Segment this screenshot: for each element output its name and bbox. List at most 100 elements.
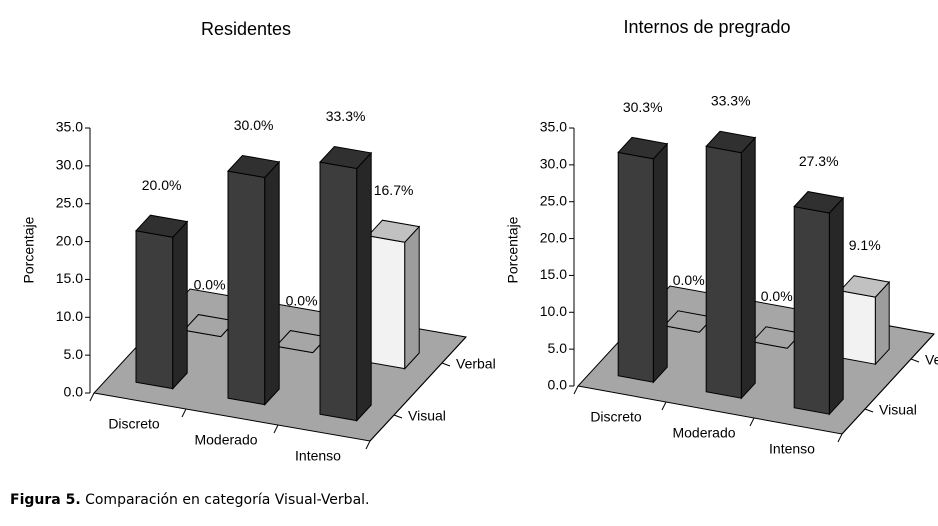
z-tick	[393, 414, 403, 419]
x-tick	[89, 392, 95, 402]
value-label: 30.3%	[623, 99, 663, 115]
x-tick	[749, 417, 755, 427]
y-tick-label: 5.0	[64, 346, 84, 362]
bar-top-shade	[136, 215, 188, 238]
y-tick-label: 15.0	[540, 266, 567, 282]
x-tick	[837, 433, 843, 443]
x-tick-label: Moderado	[672, 425, 735, 441]
x-tick	[273, 424, 279, 434]
caption-label: Figura 5.	[10, 492, 81, 508]
x-tick	[365, 440, 371, 450]
x-tick-label: Intenso	[769, 441, 815, 457]
y-tick-label: 15.0	[56, 270, 83, 286]
y-axis-label: Porcentaje	[21, 216, 37, 283]
bar-top-shade	[228, 155, 280, 178]
bar-top	[227, 154, 281, 179]
caption-text: Comparación en categoría Visual-Verbal.	[85, 492, 370, 508]
bar-front	[227, 170, 266, 406]
y-axis-label: Porcentaje	[505, 216, 521, 283]
bar-top-shade	[320, 146, 372, 169]
x-tick	[573, 385, 579, 395]
value-label: 33.3%	[326, 108, 366, 124]
x-tick-label: Moderado	[194, 432, 257, 448]
z-tick	[864, 408, 874, 413]
bar-top-shade	[840, 275, 890, 298]
y-tick-label: 0.0	[548, 377, 568, 393]
value-label: 33.3%	[711, 93, 751, 109]
z-tick	[441, 362, 451, 367]
bar-top	[705, 130, 757, 154]
z-axis	[369, 336, 467, 442]
x-tick-label: Discreto	[590, 409, 642, 425]
y-tick-label: 20.0	[56, 232, 83, 248]
bar	[319, 145, 373, 422]
value-label: 30.0%	[234, 117, 274, 133]
bar-front	[793, 206, 830, 415]
x-tick-label: Intenso	[295, 448, 341, 464]
legend-label: Verbal	[456, 356, 496, 372]
y-tick-label: 5.0	[548, 340, 568, 356]
y-tick-label: 35.0	[56, 119, 83, 135]
bar-side-shade	[653, 143, 668, 383]
bar-front	[839, 290, 876, 365]
value-label: 27.3%	[799, 153, 839, 169]
value-label: 20.0%	[142, 177, 182, 193]
x-tick	[181, 408, 187, 418]
bar-top	[839, 275, 891, 298]
y-tick-label: 30.0	[540, 156, 567, 172]
y-tick-label: 30.0	[56, 157, 83, 173]
bar-top-shade	[794, 191, 844, 213]
value-label: 0.0%	[194, 276, 226, 292]
chart-title: Internos de pregrado	[623, 17, 790, 37]
bar-side-shade	[875, 282, 890, 365]
bar	[793, 191, 845, 416]
bar-top	[793, 191, 845, 214]
x-tick-label: Discreto	[108, 416, 160, 432]
value-label: 0.0%	[286, 292, 318, 308]
value-label: 16.7%	[374, 182, 414, 198]
bar-front	[135, 230, 174, 390]
legend-label: Visual	[879, 402, 917, 418]
bar-top	[135, 214, 189, 238]
bar-top-shade	[706, 131, 756, 153]
bar-side-shade	[264, 161, 280, 405]
bar	[617, 136, 669, 384]
z-tick	[910, 358, 920, 363]
value-label: 0.0%	[761, 288, 793, 304]
y-tick-label: 10.0	[540, 303, 567, 319]
bar-side-shade	[404, 226, 420, 369]
legend-label: Verbal	[925, 352, 938, 368]
bar-top	[367, 219, 421, 243]
bar-front	[367, 235, 406, 370]
value-label: 9.1%	[849, 237, 881, 253]
bar-side-shade	[356, 152, 372, 421]
bar-side-shade	[829, 198, 844, 415]
bar	[367, 219, 421, 370]
bar	[227, 154, 281, 406]
chart-title: Residentes	[201, 19, 291, 39]
z-axis	[841, 333, 935, 435]
bar-side-shade	[741, 137, 756, 399]
bar-top-shade	[618, 137, 668, 159]
y-tick-label: 10.0	[56, 308, 83, 324]
bar-top	[319, 145, 373, 170]
bar-top-shade	[368, 220, 420, 243]
value-label: 0.0%	[673, 272, 705, 288]
x-tick	[661, 401, 667, 411]
bar	[839, 275, 891, 366]
bar	[663, 310, 715, 333]
legend-label: Visual	[408, 408, 446, 424]
y-tick-label: 20.0	[540, 229, 567, 245]
bar-top	[617, 136, 669, 160]
bar	[705, 130, 757, 400]
y-tick-label: 25.0	[56, 194, 83, 210]
chart: Residentes Porcentaje 0.0 5.0 10.0 15.0 20.0 25…	[21, 17, 938, 464]
bar	[135, 214, 189, 390]
caption: Figura 5. Comparación en categoría Visua…	[10, 492, 369, 508]
bar-front	[319, 161, 358, 422]
bar-front	[617, 151, 654, 383]
y-tick-label: 25.0	[540, 192, 567, 208]
y-tick-label: 35.0	[540, 119, 567, 135]
bar-front	[705, 145, 742, 399]
y-tick-label: 0.0	[64, 384, 84, 400]
